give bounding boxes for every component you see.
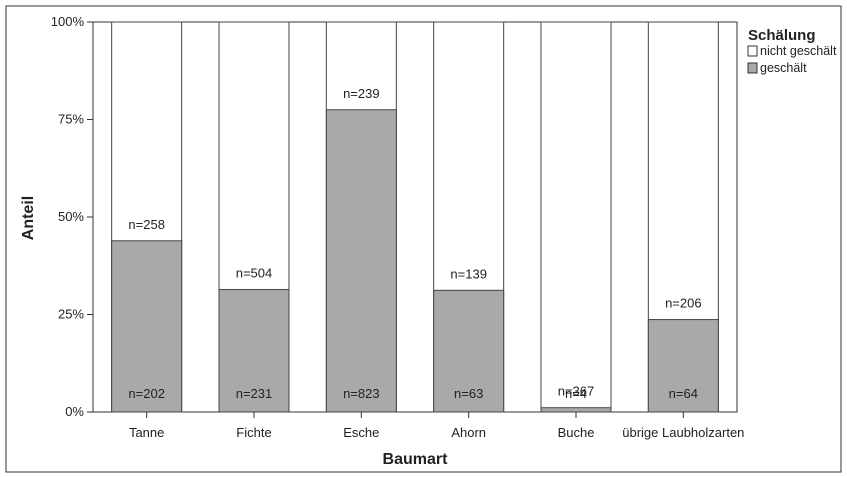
plot-border — [92, 21, 738, 413]
count-label-geschaelt-fichte: n=231 — [236, 386, 273, 401]
count-label-nicht-geschaelt-ahorn: n=139 — [450, 266, 487, 281]
count-label-geschaelt-esche: n=823 — [343, 386, 380, 401]
bar-geschaelt-ahorn — [433, 289, 505, 413]
bar-geschaelt-tanne — [111, 240, 183, 413]
count-label-nicht-geschaelt-esche: n=239 — [343, 86, 380, 101]
x-tick-label-ahorn: Ahorn — [451, 425, 486, 440]
count-label-geschaelt-uebrige-laubholzarten: n=64 — [669, 386, 698, 401]
legend-label-nicht-geschaelt: nicht geschält — [760, 44, 837, 58]
y-tick-label: 25% — [58, 307, 84, 322]
count-label-nicht-geschaelt-tanne: n=258 — [128, 217, 165, 232]
count-label-geschaelt-ahorn: n=63 — [454, 386, 483, 401]
legend-swatch-nicht-geschaelt — [747, 45, 758, 57]
count-label-nicht-geschaelt-fichte: n=504 — [236, 266, 273, 281]
x-tick-label-fichte: Fichte — [236, 425, 271, 440]
legend-swatch-geschaelt — [747, 62, 758, 74]
bar-geschaelt-buche — [540, 407, 612, 413]
x-tick-label-buche: Buche — [558, 425, 595, 440]
x-tick-label-uebrige-laubholzarten: übrige Laubholzarten — [622, 425, 744, 440]
plot-area: 0% 25% 50% 75% 100% n=202 n=258 Tanne n=231 n=504… — [51, 14, 745, 440]
count-label-geschaelt-tanne: n=202 — [128, 386, 165, 401]
count-label-nicht-geschaelt-buche: n=367 — [558, 384, 595, 399]
bar-nicht-geschaelt-buche — [540, 21, 612, 413]
y-tick-label: 75% — [58, 112, 84, 127]
y-tick-label: 0% — [65, 404, 84, 419]
legend-title: Schälung — [748, 27, 816, 44]
legend: Schälung nicht geschält geschält — [747, 27, 837, 75]
y-tick-label: 100% — [51, 14, 85, 29]
x-tick-label-esche: Esche — [343, 425, 379, 440]
count-label-geschaelt-buche: n=4 — [565, 386, 587, 401]
bar-geschaelt-esche — [325, 109, 397, 413]
y-tick-label: 50% — [58, 209, 84, 224]
x-axis-title: Baumart — [383, 451, 449, 468]
chart-frame — [5, 5, 842, 473]
bar-geschaelt-uebrige-laubholzarten — [647, 319, 719, 413]
y-axis-title: Anteil — [20, 196, 37, 240]
count-label-nicht-geschaelt-uebrige-laubholzarten: n=206 — [665, 296, 702, 311]
x-tick-label-tanne: Tanne — [129, 425, 164, 440]
legend-label-geschaelt: geschält — [760, 61, 807, 75]
